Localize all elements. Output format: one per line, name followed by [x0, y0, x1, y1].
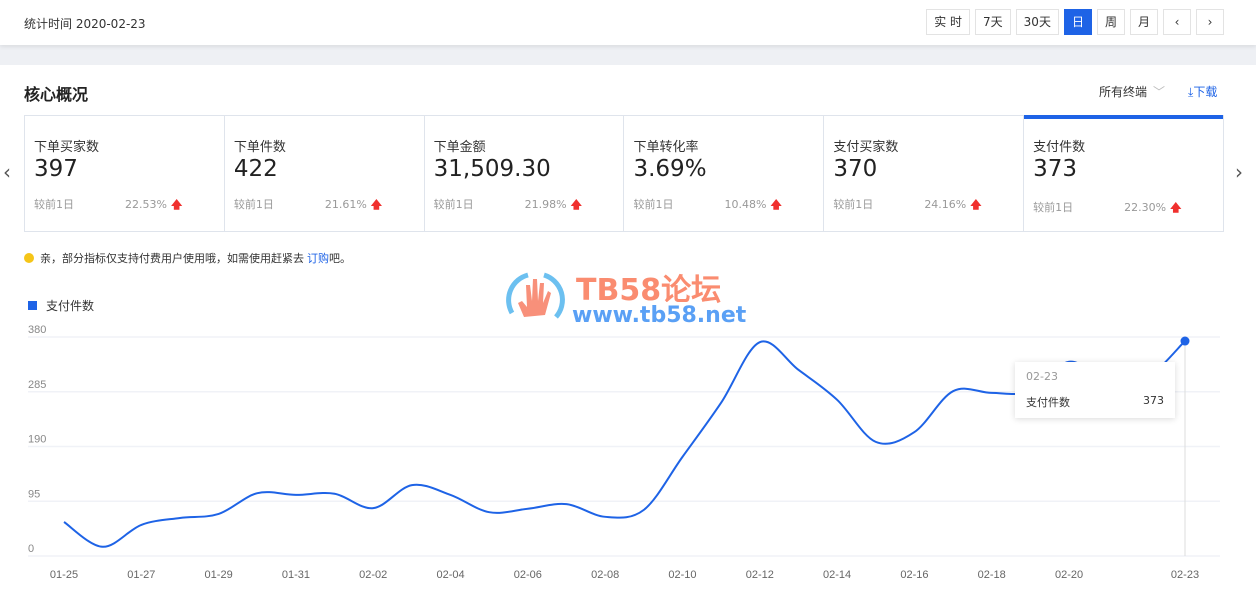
x-tick-label: 02-14: [823, 569, 851, 581]
download-icon: ⤓: [1188, 85, 1194, 99]
legend-label: 支付件数: [46, 299, 95, 313]
y-tick-label: 285: [28, 379, 46, 391]
warning-icon: [24, 253, 34, 263]
metric-value: 31,509.30: [433, 156, 551, 182]
metric-compare: 较前1日: [633, 198, 674, 211]
tooltip-value: 373: [1143, 394, 1164, 407]
stat-time: 统计时间 2020-02-23: [24, 17, 146, 31]
metric-card[interactable]: 支付买家数 370 较前1日 24.16% 🡅: [824, 116, 1025, 231]
arrow-up-icon: 🡅: [570, 198, 582, 211]
metric-label: 下单转化率: [633, 140, 699, 155]
7day-button[interactable]: 7天: [975, 9, 1011, 35]
metric-change: 22.53%: [125, 198, 167, 211]
month-button[interactable]: 月: [1129, 9, 1158, 35]
metric-label: 下单金额: [433, 140, 486, 155]
notice: 亲，部分指标仅支持付费用户使用哦，如需使用赶紧去 订购 吧。: [24, 250, 351, 266]
download-button[interactable]: ⤓下载: [1188, 83, 1217, 100]
chevron-down-icon: ﹀: [1153, 85, 1166, 99]
period-buttons: 实 时 7天 30天 日 周 月 ‹ ›: [926, 9, 1224, 35]
x-tick-label: 02-04: [436, 569, 464, 581]
metric-value: 422: [233, 156, 278, 182]
metric-compare: 较前1日: [233, 198, 274, 211]
chart-legend[interactable]: 支付件数: [28, 297, 94, 314]
section-title: 核心概况: [24, 85, 89, 104]
metric-card[interactable]: 下单买家数 397 较前1日 22.53% 🡅: [25, 116, 225, 231]
metric-change: 21.61%: [324, 198, 367, 211]
top-bar: 统计时间 2020-02-23 实 时 7天 30天 日 周 月 ‹ ›: [0, 0, 1256, 45]
terminal-select[interactable]: 所有终端 ﹀: [1099, 83, 1165, 100]
x-tick-label: 02-08: [591, 569, 619, 581]
terminal-label: 所有终端: [1099, 85, 1148, 99]
subscribe-link[interactable]: 订购: [307, 252, 329, 265]
arrow-up-icon: 🡅: [1170, 201, 1182, 214]
metric-value: 397: [34, 156, 78, 182]
x-tick-label: 01-25: [50, 569, 78, 581]
chevron-left-icon[interactable]: ‹: [3, 160, 11, 184]
chart-tooltip: 02-23 支付件数 373: [1015, 362, 1175, 418]
notice-suffix: 吧。: [329, 252, 351, 265]
y-tick-label: 0: [28, 543, 34, 555]
watermark-logo: TB58论坛 www.tb58.net: [500, 265, 760, 335]
y-tick-label: 190: [28, 434, 46, 446]
metric-label: 下单买家数: [34, 140, 100, 155]
overview-card: 核心概况 所有终端 ﹀ ⤓下载 ‹ 下单买家数 397 较前1日 22.53% 🡅 下…: [0, 65, 1256, 590]
metric-compare: 较前1日: [1033, 201, 1074, 214]
watermark-url: www.tb58.net: [572, 303, 747, 328]
metric-change: 22.30%: [1124, 201, 1167, 214]
metric-label: 支付件数: [1033, 140, 1086, 155]
x-tick-label: 02-06: [514, 569, 542, 581]
metric-change: 10.48%: [724, 198, 767, 211]
prev-button[interactable]: ‹: [1163, 9, 1191, 35]
metric-value: 3.69%: [633, 156, 707, 182]
metric-value: 373: [1033, 156, 1078, 182]
metric-change: 24.16%: [924, 198, 967, 211]
x-tick-label: 02-12: [746, 569, 774, 581]
metric-compare: 较前1日: [433, 198, 474, 211]
week-button[interactable]: 周: [1096, 9, 1125, 35]
day-button[interactable]: 日: [1063, 9, 1092, 35]
metric-compare: 较前1日: [833, 198, 874, 211]
x-tick-label: 02-10: [668, 569, 696, 581]
x-tick-label: 02-18: [978, 569, 1006, 581]
metric-value: 370: [833, 156, 878, 182]
data-point: [1180, 336, 1190, 346]
arrow-up-icon: 🡅: [370, 198, 383, 211]
x-tick-label: 01-27: [127, 569, 155, 581]
arrow-up-icon: 🡅: [170, 198, 183, 211]
30day-button[interactable]: 30天: [1015, 9, 1059, 35]
y-tick-label: 95: [28, 488, 40, 500]
metric-label: 下单件数: [233, 140, 286, 155]
watermark-title: TB58论坛: [576, 273, 722, 308]
hand-logo-icon: [506, 272, 565, 319]
x-tick-label: 01-31: [282, 569, 310, 581]
x-tick-label: 02-02: [359, 569, 387, 581]
x-tick-label: 02-23: [1171, 569, 1199, 581]
chevron-right-icon[interactable]: ›: [1235, 160, 1243, 184]
x-tick-label: 01-29: [205, 569, 233, 581]
notice-text: 亲，部分指标仅支持付费用户使用哦，如需使用赶紧去: [40, 252, 304, 265]
line-chart[interactable]: 0 95 190 285 380 01-25 01-27 01-29 01-31 02-02 02-…: [0, 255, 1256, 590]
metrics-strip: 下单买家数 397 较前1日 22.53% 🡅 下单件数 422 较前1日 21.6…: [24, 115, 1224, 232]
metric-card[interactable]: 下单转化率 3.69% 较前1日 10.48% 🡅: [624, 116, 825, 231]
metric-card[interactable]: 下单件数 422 较前1日 21.61% 🡅: [225, 116, 425, 231]
metric-card[interactable]: 下单金额 31,509.30 较前1日 21.98% 🡅: [425, 116, 625, 231]
tooltip-date: 02-23: [1026, 370, 1058, 383]
tooltip-series: 支付件数: [1026, 396, 1070, 409]
metric-change: 21.98%: [524, 198, 567, 211]
arrow-up-icon: 🡅: [970, 198, 982, 211]
download-label: 下载: [1193, 85, 1218, 99]
metric-compare: 较前1日: [34, 198, 74, 211]
realtime-button[interactable]: 实 时: [926, 9, 971, 35]
x-tick-label: 02-16: [900, 569, 928, 581]
x-tick-label: 02-20: [1055, 569, 1083, 581]
metric-label: 支付买家数: [833, 140, 899, 155]
metric-card[interactable]: 支付件数 373 较前1日 22.30% 🡅: [1024, 115, 1223, 231]
y-tick-label: 380: [28, 324, 46, 336]
arrow-up-icon: 🡅: [770, 198, 782, 211]
next-button[interactable]: ›: [1196, 9, 1224, 35]
series-line: [63, 340, 1186, 548]
legend-swatch: [28, 301, 37, 310]
